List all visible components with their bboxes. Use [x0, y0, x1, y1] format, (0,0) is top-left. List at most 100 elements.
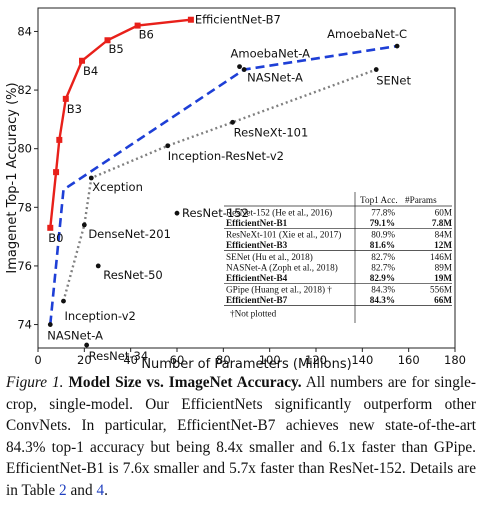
table-params: 60M: [435, 207, 452, 217]
table-params: 66M: [434, 295, 452, 305]
table-params: 146M: [430, 252, 452, 262]
table-model: EfficientNet-B4: [226, 273, 288, 283]
table-accuracy: 82.7%: [371, 252, 395, 262]
model-point: [373, 67, 379, 72]
table-model: NASNet-A (Zoph et al., 2018): [226, 262, 338, 272]
efficientnet-point: [134, 22, 141, 29]
model-size-accuracy-chart: 0 20 40 60 80 100 120 140 160 180 74 76 78 80 82 84 Numb…: [5, 7, 466, 372]
efficientnet-point: [62, 95, 69, 102]
plot-frame: [37, 7, 456, 349]
table-params: 19M: [434, 273, 452, 283]
table-accuracy: 84.3%: [371, 285, 395, 295]
x-tick-label: 20: [77, 353, 92, 367]
y-tick-label: 78: [17, 200, 32, 214]
efficientnet-point: [104, 37, 111, 44]
point-label: B6: [139, 28, 154, 42]
y-tick-label: 76: [17, 259, 32, 273]
table-params: 7.8M: [432, 218, 452, 228]
point-label: B0: [48, 231, 63, 245]
table-model: GPipe (Huang et al., 2018) †: [226, 285, 332, 295]
table-accuracy: 81.6%: [370, 240, 395, 250]
model-point: [237, 64, 242, 70]
x-tick-label: 120: [305, 353, 327, 367]
table-accuracy: 79.1%: [370, 218, 395, 228]
y-axis-label: Imagenet Top-1 Accuracy (%): [5, 82, 20, 273]
table-params: 556M: [430, 285, 452, 295]
table-params: 84M: [435, 230, 452, 240]
point-label: AmoebaNet-C: [327, 27, 407, 41]
x-tick-label: 80: [216, 353, 231, 367]
efficientnet-point: [56, 136, 63, 143]
point-label: EfficientNet-B7: [195, 13, 281, 27]
model-point: [230, 119, 236, 125]
y-tick-label: 82: [17, 83, 32, 97]
table-footnote: †Not plotted: [230, 309, 277, 319]
model-point: [165, 143, 171, 149]
efficientnet-point: [187, 16, 194, 23]
caption-body: All numbers are for single-crop, single-…: [6, 374, 476, 499]
table-params: 89M: [435, 262, 452, 272]
caption-table-ref-2[interactable]: 2: [59, 481, 67, 499]
y-tick-label: 80: [17, 142, 32, 156]
point-label: DenseNet-201: [88, 227, 171, 241]
table-model: EfficientNet-B3: [226, 240, 288, 250]
point-label: ResNet-152: [182, 206, 249, 220]
model-point: [61, 298, 66, 304]
point-label: ResNet-34: [89, 349, 149, 363]
series-line-nas: [48, 44, 398, 325]
x-tick-label: 160: [398, 353, 420, 367]
caption-end: .: [104, 481, 108, 499]
point-label: NASNet-A: [47, 329, 103, 343]
series-line-other-convnets: [62, 68, 377, 302]
point-label: B3: [67, 102, 82, 116]
table-model: ResNet-152 (He et al., 2016): [226, 207, 332, 217]
x-tick-label: 100: [259, 353, 281, 367]
x-tick-label: 40: [123, 353, 138, 367]
table-accuracy: 82.7%: [371, 262, 395, 272]
point-label: ResNet-50: [103, 268, 163, 282]
point-label: AmoebaNet-A: [231, 47, 311, 61]
y-tick-label: 84: [17, 24, 32, 38]
x-tick-label: 180: [444, 353, 466, 367]
x-tick-label: 140: [351, 353, 373, 367]
x-tick-label: 60: [170, 353, 185, 367]
point-label: Xception: [92, 180, 143, 194]
table-header: Top1 Acc.: [360, 195, 398, 205]
point-label: SENet: [376, 74, 411, 88]
model-point: [241, 67, 247, 72]
caption-figure-number: Figure 1.: [6, 374, 64, 391]
y-tick-label: 74: [17, 318, 32, 332]
x-tick-label: 0: [34, 353, 41, 367]
table-accuracy: 80.9%: [371, 230, 395, 240]
table-accuracy: 82.9%: [370, 273, 395, 283]
point-label: B5: [109, 42, 124, 56]
model-point: [394, 43, 400, 49]
point-label: Inception-v2: [64, 309, 135, 323]
point-label: B4: [83, 64, 98, 78]
table-header: #Params: [405, 195, 437, 205]
model-point: [88, 175, 94, 181]
table-accuracy: 77.8%: [371, 207, 395, 217]
table-params: 12M: [434, 240, 452, 250]
series-line-efficientnet: [49, 18, 192, 228]
caption-and: and: [70, 481, 93, 499]
efficientnet-point: [79, 57, 86, 64]
model-point: [84, 342, 90, 348]
point-label: NASNet-A: [247, 71, 303, 85]
model-point: [47, 322, 53, 327]
point-label: Inception-ResNet-v2: [168, 149, 284, 163]
caption-table-ref-4[interactable]: 4: [96, 481, 105, 499]
table-model: ResNeXt-101 (Xie et al., 2017): [226, 230, 341, 240]
table-model: SENet (Hu et al., 2018): [226, 252, 313, 262]
model-point: [95, 263, 101, 269]
point-label: ResNeXt-101: [234, 125, 309, 139]
efficientnet-point: [53, 169, 60, 176]
table-accuracy: 84.3%: [370, 295, 395, 305]
caption-title: Model Size vs. ImageNet Accuracy.: [68, 374, 302, 391]
efficientnet-point: [47, 224, 54, 231]
table-model: EfficientNet-B7: [226, 295, 288, 305]
table-model: EfficientNet-B1: [226, 218, 288, 228]
model-point: [81, 222, 87, 228]
x-axis-label: Number of Parameters (Millions): [141, 357, 351, 372]
model-point: [174, 210, 180, 216]
